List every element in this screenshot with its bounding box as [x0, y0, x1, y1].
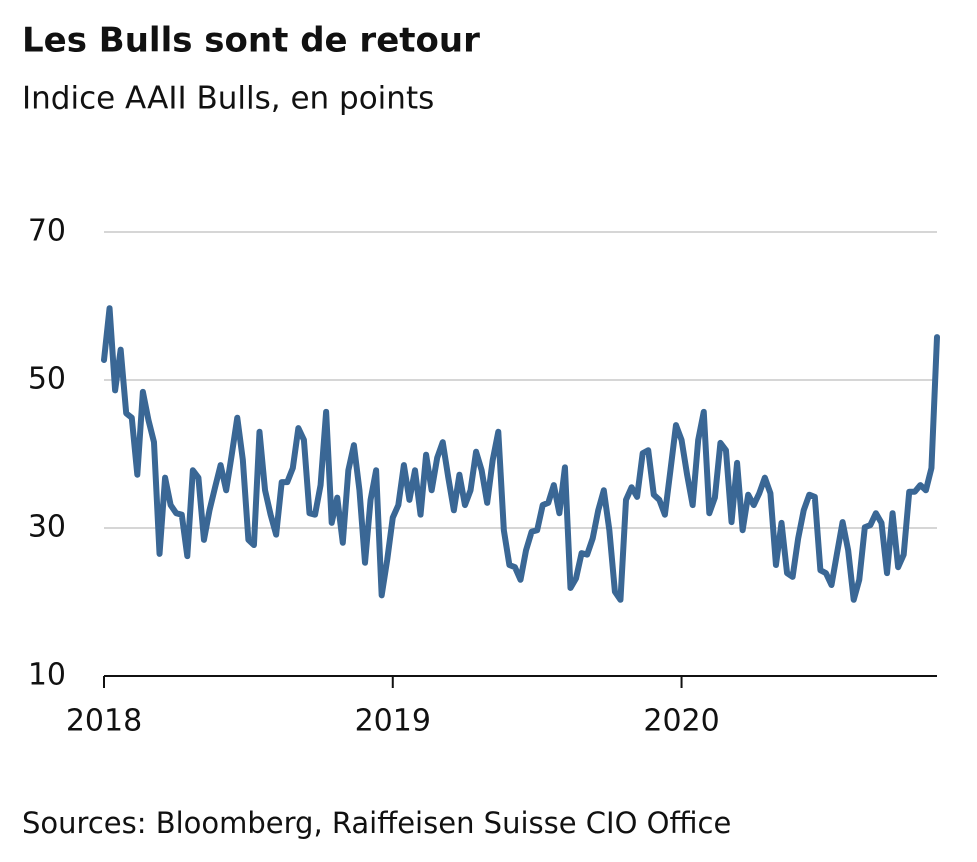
source: Sources: Bloomberg, Raiffeisen Suisse CI…	[22, 806, 731, 840]
chart-subtitle: Indice AAII Bulls, en points	[22, 81, 434, 117]
x-tick-label: 2020	[643, 704, 719, 739]
y-tick-label: 10	[28, 658, 66, 693]
data-line	[101, 305, 940, 603]
y-tick-label: 70	[28, 214, 66, 249]
x-tick-label: 2019	[355, 704, 431, 739]
x-tick-label: 2018	[66, 704, 142, 739]
chart-title: Les Bulls sont de retour	[22, 21, 480, 61]
y-tick-label: 30	[28, 510, 66, 545]
y-tick-label: 50	[28, 362, 66, 397]
